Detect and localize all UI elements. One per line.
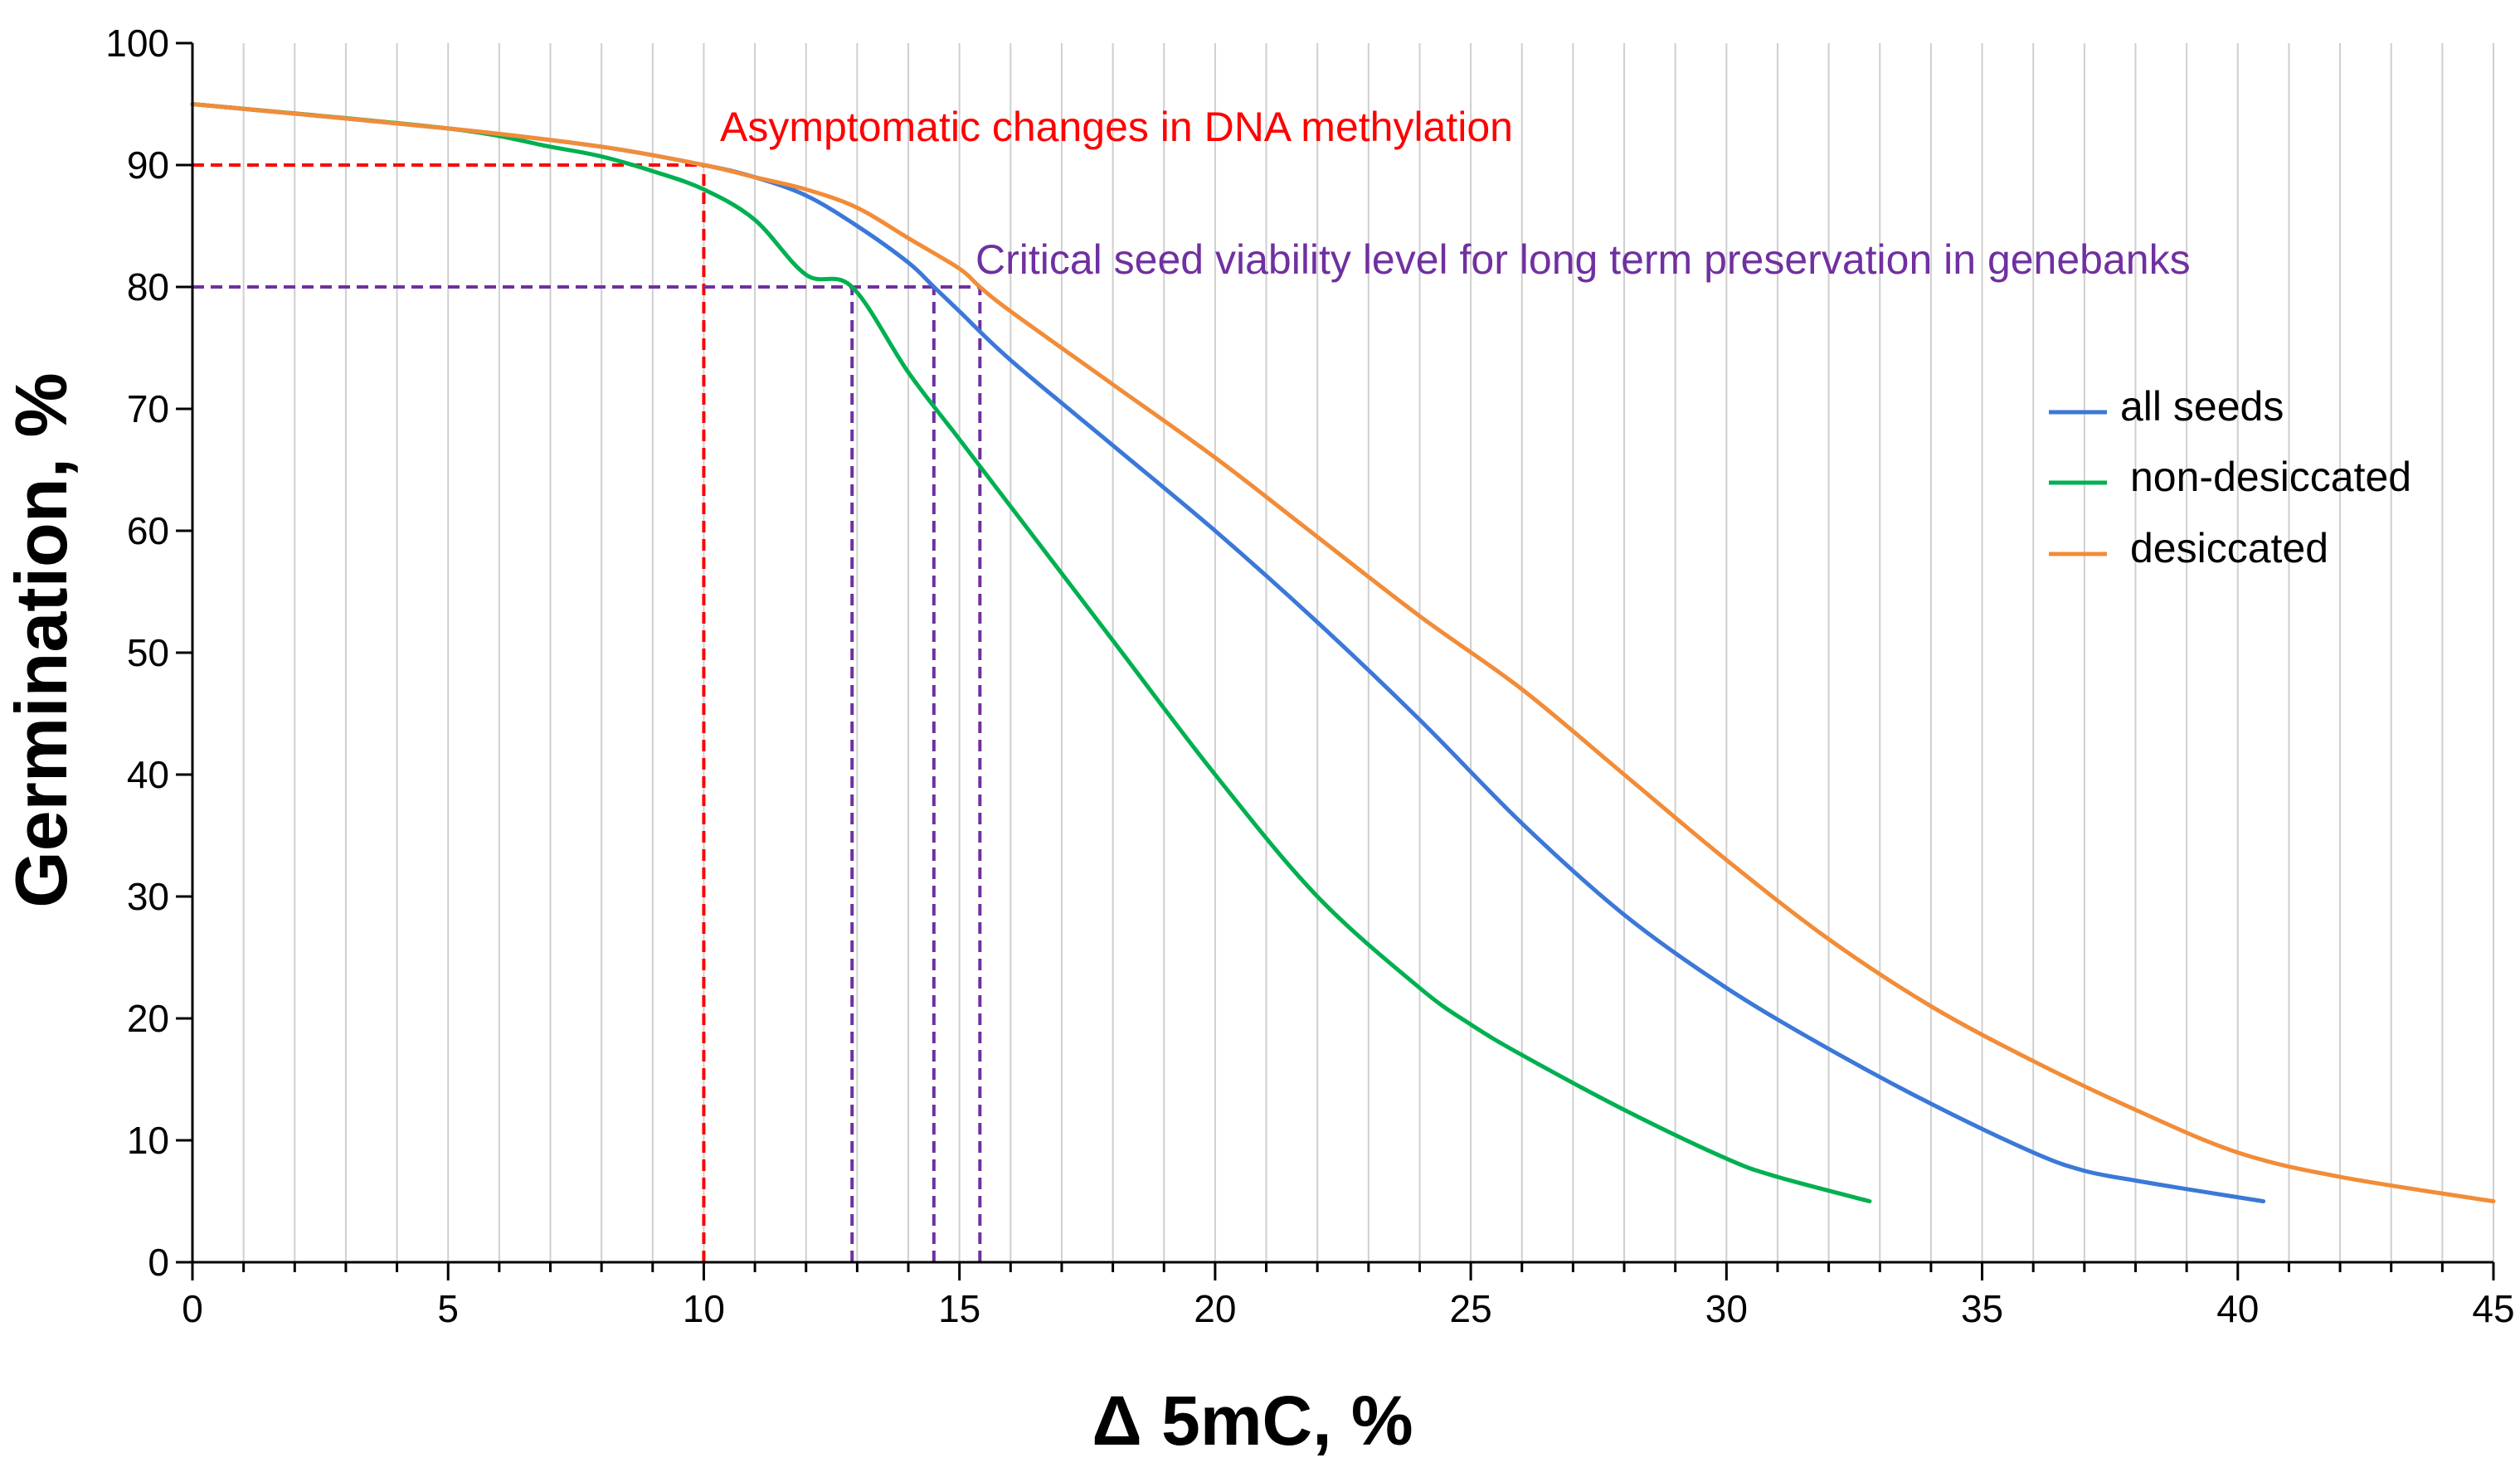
- series-line-desiccated: [190, 102, 2496, 1203]
- y-tick-label-100: 100: [105, 22, 169, 65]
- x-axis-title: Δ 5mC, %: [1092, 1382, 1413, 1460]
- y-tick-label-40: 40: [127, 753, 169, 796]
- axes: [176, 41, 2495, 1280]
- grid: [242, 43, 2494, 1262]
- y-tick-label-60: 60: [127, 509, 169, 552]
- series-line-non-desiccated: [190, 102, 1872, 1203]
- y-tick-label-0: 0: [148, 1241, 169, 1284]
- legend-label-all-seeds: all seeds: [2120, 383, 2284, 430]
- y-tick-label-90: 90: [127, 143, 169, 187]
- legend: all seeds non-desiccated desiccated: [2049, 383, 2411, 571]
- y-tick-label-30: 30: [127, 875, 169, 918]
- legend-label-non-desiccated: non-desiccated: [2130, 454, 2411, 500]
- y-axis-title: Germination, %: [0, 372, 82, 907]
- y-tick-label-20: 20: [127, 997, 169, 1040]
- y-tick-label-70: 70: [127, 387, 169, 430]
- legend-label-desiccated: desiccated: [2130, 525, 2328, 571]
- x-tick-label-35: 35: [1961, 1287, 2003, 1330]
- x-tick-label-30: 30: [1705, 1287, 1748, 1330]
- x-tick-label-45: 45: [2472, 1287, 2514, 1330]
- x-tick-label-5: 5: [437, 1287, 459, 1330]
- x-tick-label-25: 25: [1450, 1287, 1492, 1330]
- x-tick-label-20: 20: [1194, 1287, 1236, 1330]
- series-lines: [190, 102, 2496, 1203]
- x-tick-label-40: 40: [2216, 1287, 2259, 1330]
- annotation-critical-viability: Critical seed viability level for long t…: [975, 236, 2191, 283]
- x-tick-label-10: 10: [683, 1287, 725, 1330]
- tick-labels: 0 5 10 15 20 25 30 35 40 45 0 10 20 30 40 50 60 70 80 90 100: [105, 22, 2514, 1330]
- y-tick-label-80: 80: [127, 265, 169, 309]
- x-tick-label-0: 0: [182, 1287, 203, 1330]
- annotation-dna-methylation: Asymptomatic changes in DNA methylation: [720, 104, 1513, 150]
- y-tick-label-10: 10: [127, 1119, 169, 1162]
- x-tick-label-15: 15: [938, 1287, 980, 1330]
- reference-lines: [192, 163, 982, 1262]
- y-tick-label-50: 50: [127, 631, 169, 674]
